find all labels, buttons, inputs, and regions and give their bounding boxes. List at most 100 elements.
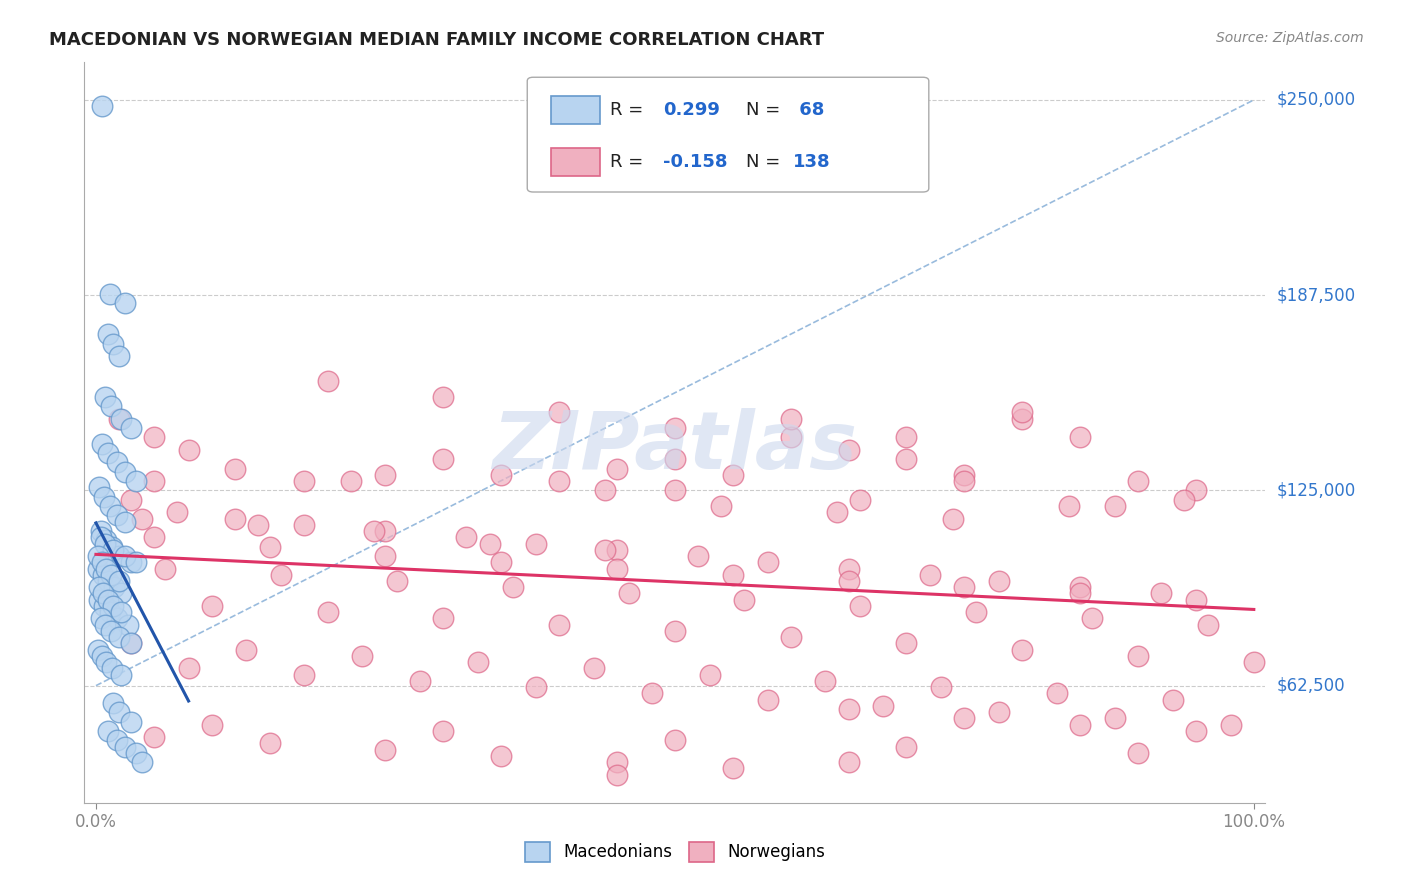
Text: 68: 68 (793, 101, 824, 119)
Point (96, 327, 118, 342)
Point (489, 748, 512, 763)
Point (201, 717, 224, 731)
Point (316, 605, 339, 619)
Point (224, 461, 246, 475)
Point (105, 611, 128, 625)
Point (953, 474, 976, 488)
Point (606, 767, 628, 781)
Point (606, 755, 628, 769)
Point (721, 567, 744, 582)
Point (896, 739, 918, 754)
Point (409, 673, 432, 688)
Point (114, 465, 136, 479)
Point (606, 542, 628, 557)
Point (108, 411, 131, 425)
Point (1173, 492, 1195, 507)
Point (120, 714, 142, 729)
Point (90, 436, 112, 450)
Point (374, 467, 396, 482)
Point (125, 474, 148, 488)
Text: Source: ZipAtlas.com: Source: ZipAtlas.com (1216, 31, 1364, 45)
Point (98, 499, 121, 513)
Point (432, 390, 454, 404)
Point (942, 511, 965, 525)
Point (89, 480, 111, 494)
Point (1150, 586, 1173, 600)
Point (103, 599, 125, 613)
Point (606, 461, 628, 475)
Point (87, 642, 110, 657)
Point (120, 421, 142, 435)
Point (699, 667, 721, 681)
Point (352, 648, 374, 663)
Point (201, 599, 224, 613)
Point (155, 561, 177, 575)
Point (90, 524, 112, 538)
Point (142, 474, 165, 488)
Point (756, 555, 779, 569)
Point (582, 661, 605, 675)
Point (292, 474, 315, 488)
Point (721, 467, 744, 482)
Point (1069, 580, 1091, 594)
Point (953, 711, 976, 725)
Point (664, 624, 686, 638)
Point (664, 733, 686, 747)
Point (91, 567, 114, 582)
Point (779, 411, 801, 425)
Point (105, 508, 128, 523)
Point (96, 574, 118, 588)
Point (988, 705, 1011, 719)
Point (664, 452, 686, 467)
Point (548, 474, 571, 488)
Text: $125,000: $125,000 (1277, 482, 1355, 500)
Point (929, 680, 952, 694)
Point (1046, 686, 1069, 700)
Point (114, 739, 136, 754)
Point (1057, 499, 1080, 513)
Point (1069, 430, 1091, 444)
Point (110, 586, 132, 600)
FancyBboxPatch shape (551, 147, 600, 176)
Point (988, 574, 1011, 588)
Point (110, 667, 132, 681)
Point (224, 511, 246, 525)
Point (432, 611, 454, 625)
Text: $62,500: $62,500 (1277, 677, 1346, 695)
Point (108, 574, 131, 588)
Point (1104, 499, 1126, 513)
Point (108, 349, 131, 363)
Point (838, 574, 860, 588)
Point (1243, 655, 1265, 669)
Point (96, 592, 118, 607)
Point (1185, 723, 1208, 738)
Text: 138: 138 (793, 153, 831, 170)
Point (1011, 405, 1033, 419)
Point (108, 549, 131, 563)
Text: MACEDONIAN VS NORWEGIAN MEDIAN FAMILY INCOME CORRELATION CHART: MACEDONIAN VS NORWEGIAN MEDIAN FAMILY IN… (49, 31, 824, 49)
Point (478, 536, 501, 550)
Point (524, 536, 547, 550)
Text: N =: N = (745, 153, 786, 170)
Point (953, 580, 976, 594)
Point (103, 580, 125, 594)
Point (374, 549, 396, 563)
Point (110, 411, 132, 425)
Point (247, 517, 270, 532)
Point (779, 630, 801, 644)
Point (1185, 592, 1208, 607)
Point (896, 430, 918, 444)
Point (114, 296, 136, 310)
Point (838, 561, 860, 575)
Point (838, 755, 860, 769)
Point (101, 661, 124, 675)
Point (108, 630, 131, 644)
Point (131, 511, 153, 525)
Point (105, 455, 128, 469)
Point (103, 336, 125, 351)
Point (120, 555, 142, 569)
Point (953, 467, 976, 482)
Point (89, 580, 111, 594)
Point (117, 617, 139, 632)
Point (100, 399, 122, 413)
